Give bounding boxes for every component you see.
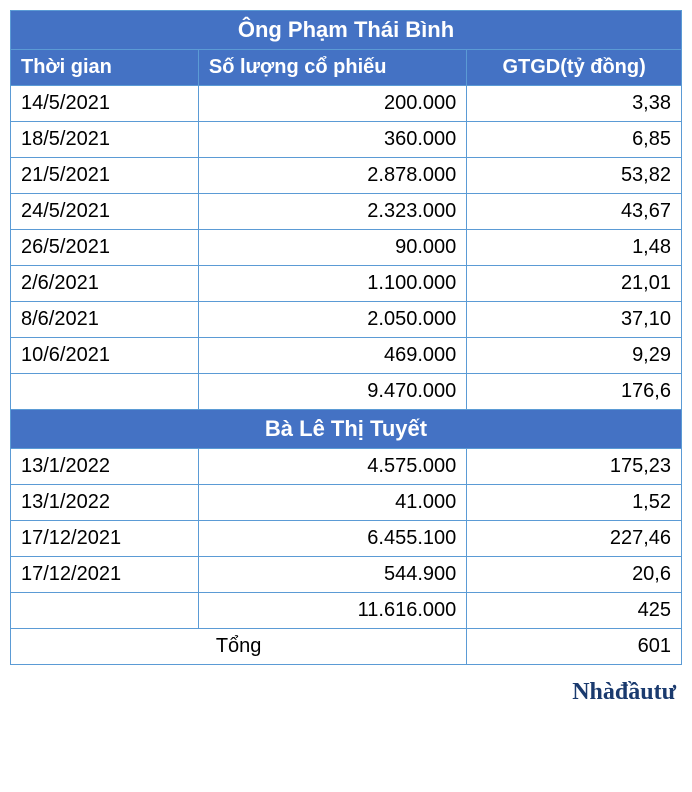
table-row: 9.470.000176,6 [11, 374, 682, 410]
grand-total-value: 601 [467, 629, 682, 665]
cell-val: 3,38 [467, 86, 682, 122]
section2-title: Bà Lê Thị Tuyết [11, 410, 682, 449]
cell-val: 1,52 [467, 485, 682, 521]
grand-total-label: Tổng [11, 629, 467, 665]
cell-time: 18/5/2021 [11, 122, 199, 158]
table-row: 18/5/2021360.0006,85 [11, 122, 682, 158]
cell-val: 1,48 [467, 230, 682, 266]
cell-qty: 41.000 [198, 485, 466, 521]
table-row: 13/1/202241.0001,52 [11, 485, 682, 521]
table-row: 10/6/2021469.0009,29 [11, 338, 682, 374]
table-row: 17/12/2021544.90020,6 [11, 557, 682, 593]
table-row: 14/5/2021200.0003,38 [11, 86, 682, 122]
cell-time: 17/12/2021 [11, 557, 199, 593]
table-row: 11.616.000425 [11, 593, 682, 629]
table-row: 26/5/202190.0001,48 [11, 230, 682, 266]
stock-transaction-table: Ông Phạm Thái BìnhThời gianSố lượng cổ p… [10, 10, 682, 665]
table-row: 24/5/20212.323.00043,67 [11, 194, 682, 230]
column-header-val: GTGD(tỷ đồng) [467, 50, 682, 86]
cell-qty: 1.100.000 [198, 266, 466, 302]
table-row: 13/1/20224.575.000175,23 [11, 449, 682, 485]
table-row: 17/12/20216.455.100227,46 [11, 521, 682, 557]
cell-time: 14/5/2021 [11, 86, 199, 122]
cell-time: 10/6/2021 [11, 338, 199, 374]
table-row: 2/6/20211.100.00021,01 [11, 266, 682, 302]
cell-val: 175,23 [467, 449, 682, 485]
table-row: 8/6/20212.050.00037,10 [11, 302, 682, 338]
cell-time: 26/5/2021 [11, 230, 199, 266]
table-row: 21/5/20212.878.00053,82 [11, 158, 682, 194]
cell-qty: 360.000 [198, 122, 466, 158]
cell-time: 13/1/2022 [11, 449, 199, 485]
cell-qty: 11.616.000 [198, 593, 466, 629]
cell-time: 13/1/2022 [11, 485, 199, 521]
cell-time: 8/6/2021 [11, 302, 199, 338]
cell-qty: 469.000 [198, 338, 466, 374]
source-label: Nhàđầutư [10, 665, 682, 710]
cell-time: 17/12/2021 [11, 521, 199, 557]
cell-qty: 2.878.000 [198, 158, 466, 194]
cell-val: 425 [467, 593, 682, 629]
cell-val: 9,29 [467, 338, 682, 374]
cell-qty: 2.050.000 [198, 302, 466, 338]
cell-time: 24/5/2021 [11, 194, 199, 230]
column-header-qty: Số lượng cổ phiếu [198, 50, 466, 86]
cell-qty: 6.455.100 [198, 521, 466, 557]
cell-val: 43,67 [467, 194, 682, 230]
cell-qty: 9.470.000 [198, 374, 466, 410]
cell-time: 2/6/2021 [11, 266, 199, 302]
cell-val: 176,6 [467, 374, 682, 410]
cell-val: 21,01 [467, 266, 682, 302]
cell-val: 20,6 [467, 557, 682, 593]
cell-val: 53,82 [467, 158, 682, 194]
cell-val: 227,46 [467, 521, 682, 557]
cell-qty: 200.000 [198, 86, 466, 122]
cell-time [11, 374, 199, 410]
cell-val: 6,85 [467, 122, 682, 158]
column-header-time: Thời gian [11, 50, 199, 86]
cell-time [11, 593, 199, 629]
cell-qty: 2.323.000 [198, 194, 466, 230]
cell-val: 37,10 [467, 302, 682, 338]
cell-time: 21/5/2021 [11, 158, 199, 194]
section1-title: Ông Phạm Thái Bình [11, 11, 682, 50]
cell-qty: 90.000 [198, 230, 466, 266]
cell-qty: 544.900 [198, 557, 466, 593]
cell-qty: 4.575.000 [198, 449, 466, 485]
